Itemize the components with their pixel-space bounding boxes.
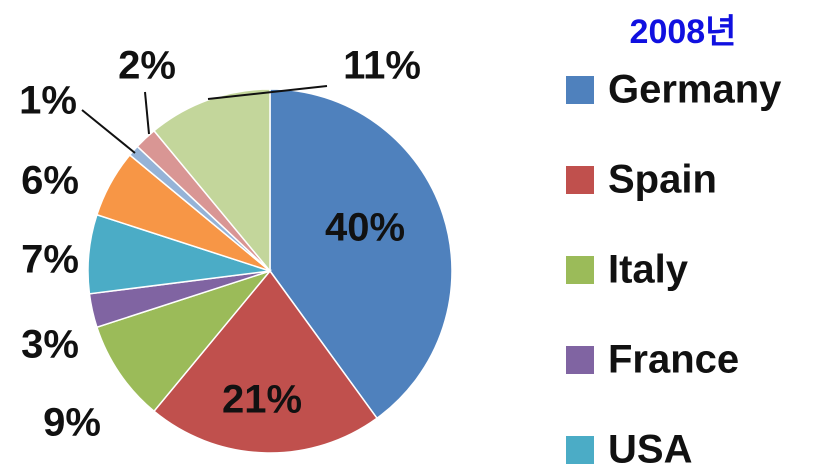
legend-label: USA — [608, 428, 692, 472]
legend-label: France — [608, 338, 739, 382]
data-label: 6% — [21, 159, 79, 203]
data-label: 40% — [325, 206, 405, 250]
legend-swatch — [566, 346, 594, 374]
legend-swatch — [566, 256, 594, 284]
data-label: 1% — [19, 79, 77, 123]
pie-slice — [95, 269, 273, 413]
legend-label: Germany — [608, 68, 782, 112]
legend-swatch — [566, 166, 594, 194]
pie-slice — [152, 269, 379, 454]
chart-title: 2008년 — [630, 13, 737, 51]
leader-line — [144, 91, 150, 135]
leader-line — [81, 109, 136, 154]
data-label: 3% — [21, 323, 79, 367]
data-label: 11% — [343, 44, 421, 88]
legend-swatch — [566, 436, 594, 464]
legend-label: Spain — [608, 158, 717, 202]
legend-swatch — [566, 76, 594, 104]
pie-slice — [269, 88, 453, 420]
leader-line — [207, 85, 328, 100]
legend-label: Italy — [608, 248, 689, 292]
data-label: 7% — [21, 238, 79, 282]
data-label: 21% — [222, 378, 302, 422]
data-label: 9% — [43, 401, 101, 445]
data-label: 2% — [118, 44, 176, 88]
